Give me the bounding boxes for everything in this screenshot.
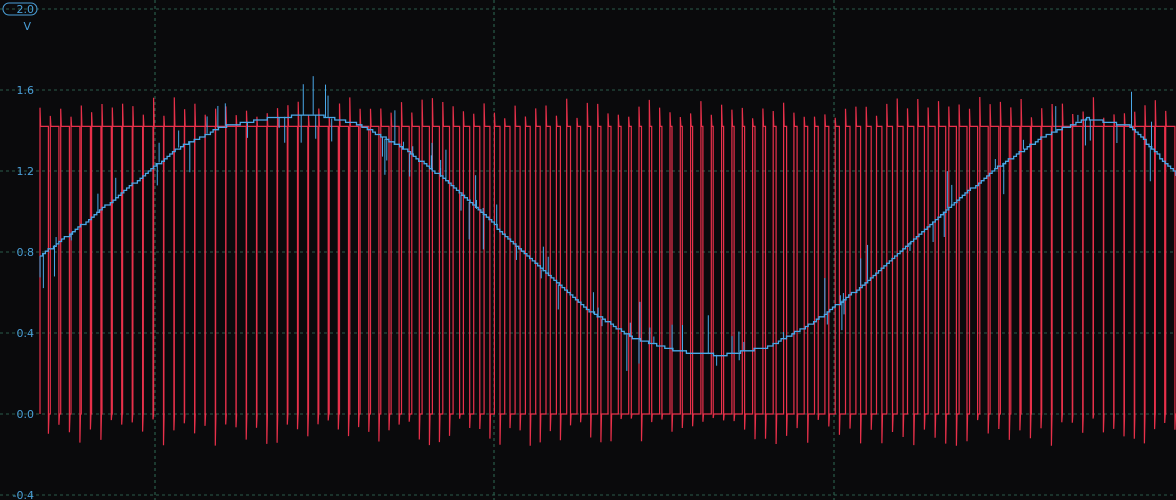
y-tick-label: 0.0 [17, 408, 35, 421]
analog-trace [40, 114, 1176, 357]
y-tick-label: 0.8 [17, 246, 35, 259]
scale-value: 2.0 [17, 3, 35, 16]
traces [39, 76, 1176, 446]
y-tick-label: 1.2 [17, 165, 35, 178]
scale-indicator[interactable]: 2.0 V [2, 2, 38, 33]
y-tick-label: -0.4 [13, 489, 34, 500]
y-axis-ticks: 1.6 1.2 0.8 0.4 0.0 -0.4 [13, 84, 34, 500]
y-tick-label: 1.6 [17, 84, 35, 97]
y-tick-label: 0.4 [17, 327, 35, 340]
pwm-trace [39, 96, 1176, 446]
scale-indicator-box[interactable] [2, 2, 38, 16]
scale-unit: V [23, 20, 31, 33]
